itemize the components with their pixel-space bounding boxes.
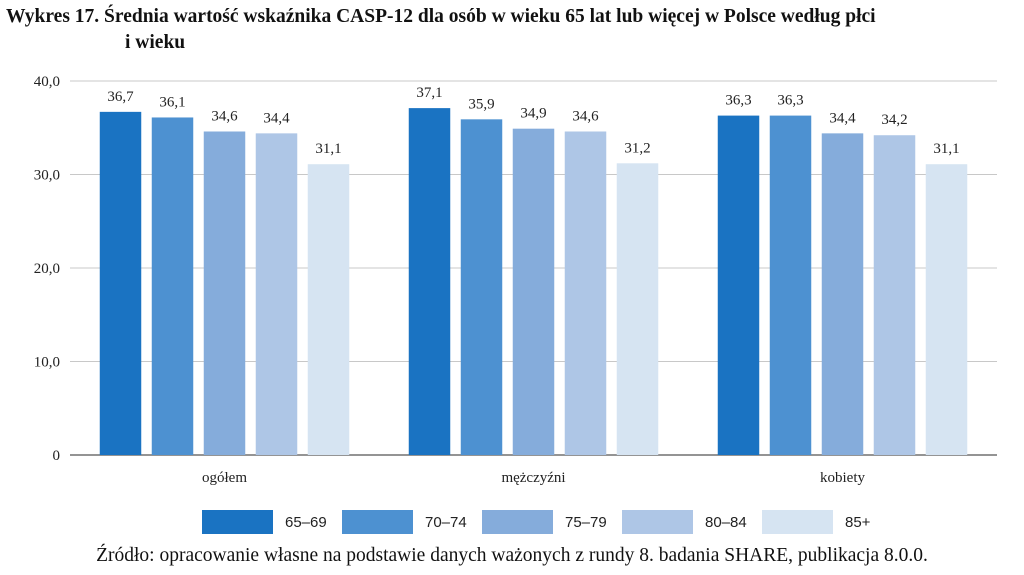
legend-swatch bbox=[762, 510, 833, 534]
data-label: 36,7 bbox=[107, 89, 134, 105]
bar bbox=[564, 131, 607, 456]
bar bbox=[512, 128, 555, 455]
category-label: kobiety bbox=[820, 470, 865, 486]
category-label: ogółem bbox=[202, 470, 247, 486]
bar bbox=[873, 135, 916, 456]
legend-label: 80–84 bbox=[705, 513, 747, 531]
data-label: 36,3 bbox=[725, 93, 751, 109]
data-label: 31,1 bbox=[933, 141, 959, 157]
bar bbox=[616, 163, 659, 455]
chart-title-line-2: i wieku bbox=[125, 32, 186, 53]
bar bbox=[408, 108, 451, 456]
data-label: 34,4 bbox=[829, 110, 856, 126]
data-label: 34,2 bbox=[881, 112, 907, 128]
legend-swatch bbox=[622, 510, 693, 534]
bar bbox=[925, 164, 968, 455]
y-tick-label: 30,0 bbox=[34, 168, 60, 184]
bar bbox=[203, 131, 246, 456]
bar bbox=[255, 133, 298, 456]
y-tick-label: 40,0 bbox=[34, 74, 60, 90]
bar bbox=[717, 115, 760, 455]
category-label: mężczyźni bbox=[501, 470, 565, 486]
bar bbox=[821, 133, 864, 456]
data-label: 34,6 bbox=[211, 108, 238, 124]
chart-legend: 65–69 70–74 75–79 80–84 85+ bbox=[0, 508, 1024, 536]
data-label: 34,6 bbox=[572, 108, 599, 124]
y-tick-label: 20,0 bbox=[34, 261, 60, 277]
data-label: 36,1 bbox=[159, 94, 185, 110]
chart-title-line-1: Wykres 17. Średnia wartość wskaźnika CAS… bbox=[6, 6, 876, 27]
bar-chart: 0 10,0 20,0 30,0 40,0 36,7 36,1 34,6 34,4 31,1 ogó… bbox=[34, 74, 997, 486]
source-note: Źródło: opracowanie własne na podstawie … bbox=[96, 545, 928, 566]
bar bbox=[99, 111, 142, 455]
data-label: 36,3 bbox=[777, 93, 803, 109]
legend-label: 75–79 bbox=[565, 513, 607, 531]
data-label: 37,1 bbox=[416, 85, 442, 101]
bar bbox=[151, 117, 194, 455]
data-label: 34,9 bbox=[520, 106, 546, 122]
legend-item: 70–74 bbox=[342, 508, 467, 536]
bar bbox=[769, 115, 812, 455]
legend-item: 85+ bbox=[762, 508, 870, 536]
legend-item: 75–79 bbox=[482, 508, 607, 536]
legend-swatch bbox=[202, 510, 273, 534]
legend-label: 65–69 bbox=[285, 513, 327, 531]
data-label: 31,1 bbox=[315, 141, 341, 157]
data-label: 31,2 bbox=[624, 140, 650, 156]
y-tick-label: 10,0 bbox=[34, 355, 60, 371]
y-tick-label: 0 bbox=[53, 448, 61, 464]
legend-item: 80–84 bbox=[622, 508, 747, 536]
chart-title: Wykres 17. Średnia wartość wskaźnika CAS… bbox=[6, 4, 1016, 56]
bar bbox=[460, 119, 503, 456]
legend-label: 85+ bbox=[845, 513, 871, 531]
data-label: 35,9 bbox=[468, 96, 494, 112]
bar bbox=[307, 164, 350, 455]
data-label: 34,4 bbox=[263, 110, 290, 126]
legend-swatch bbox=[482, 510, 553, 534]
legend-swatch bbox=[342, 510, 413, 534]
legend-label: 70–74 bbox=[425, 513, 467, 531]
legend-item: 65–69 bbox=[202, 508, 327, 536]
